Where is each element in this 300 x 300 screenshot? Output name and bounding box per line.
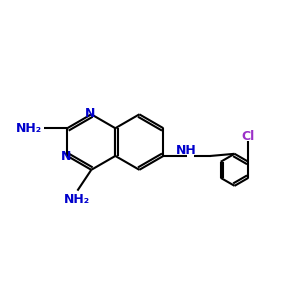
Text: N: N xyxy=(85,107,95,120)
Text: NH₂: NH₂ xyxy=(16,122,42,135)
Text: NH: NH xyxy=(176,143,196,157)
Text: NH₂: NH₂ xyxy=(63,193,89,206)
Text: N: N xyxy=(61,150,71,164)
Text: Cl: Cl xyxy=(242,130,255,142)
